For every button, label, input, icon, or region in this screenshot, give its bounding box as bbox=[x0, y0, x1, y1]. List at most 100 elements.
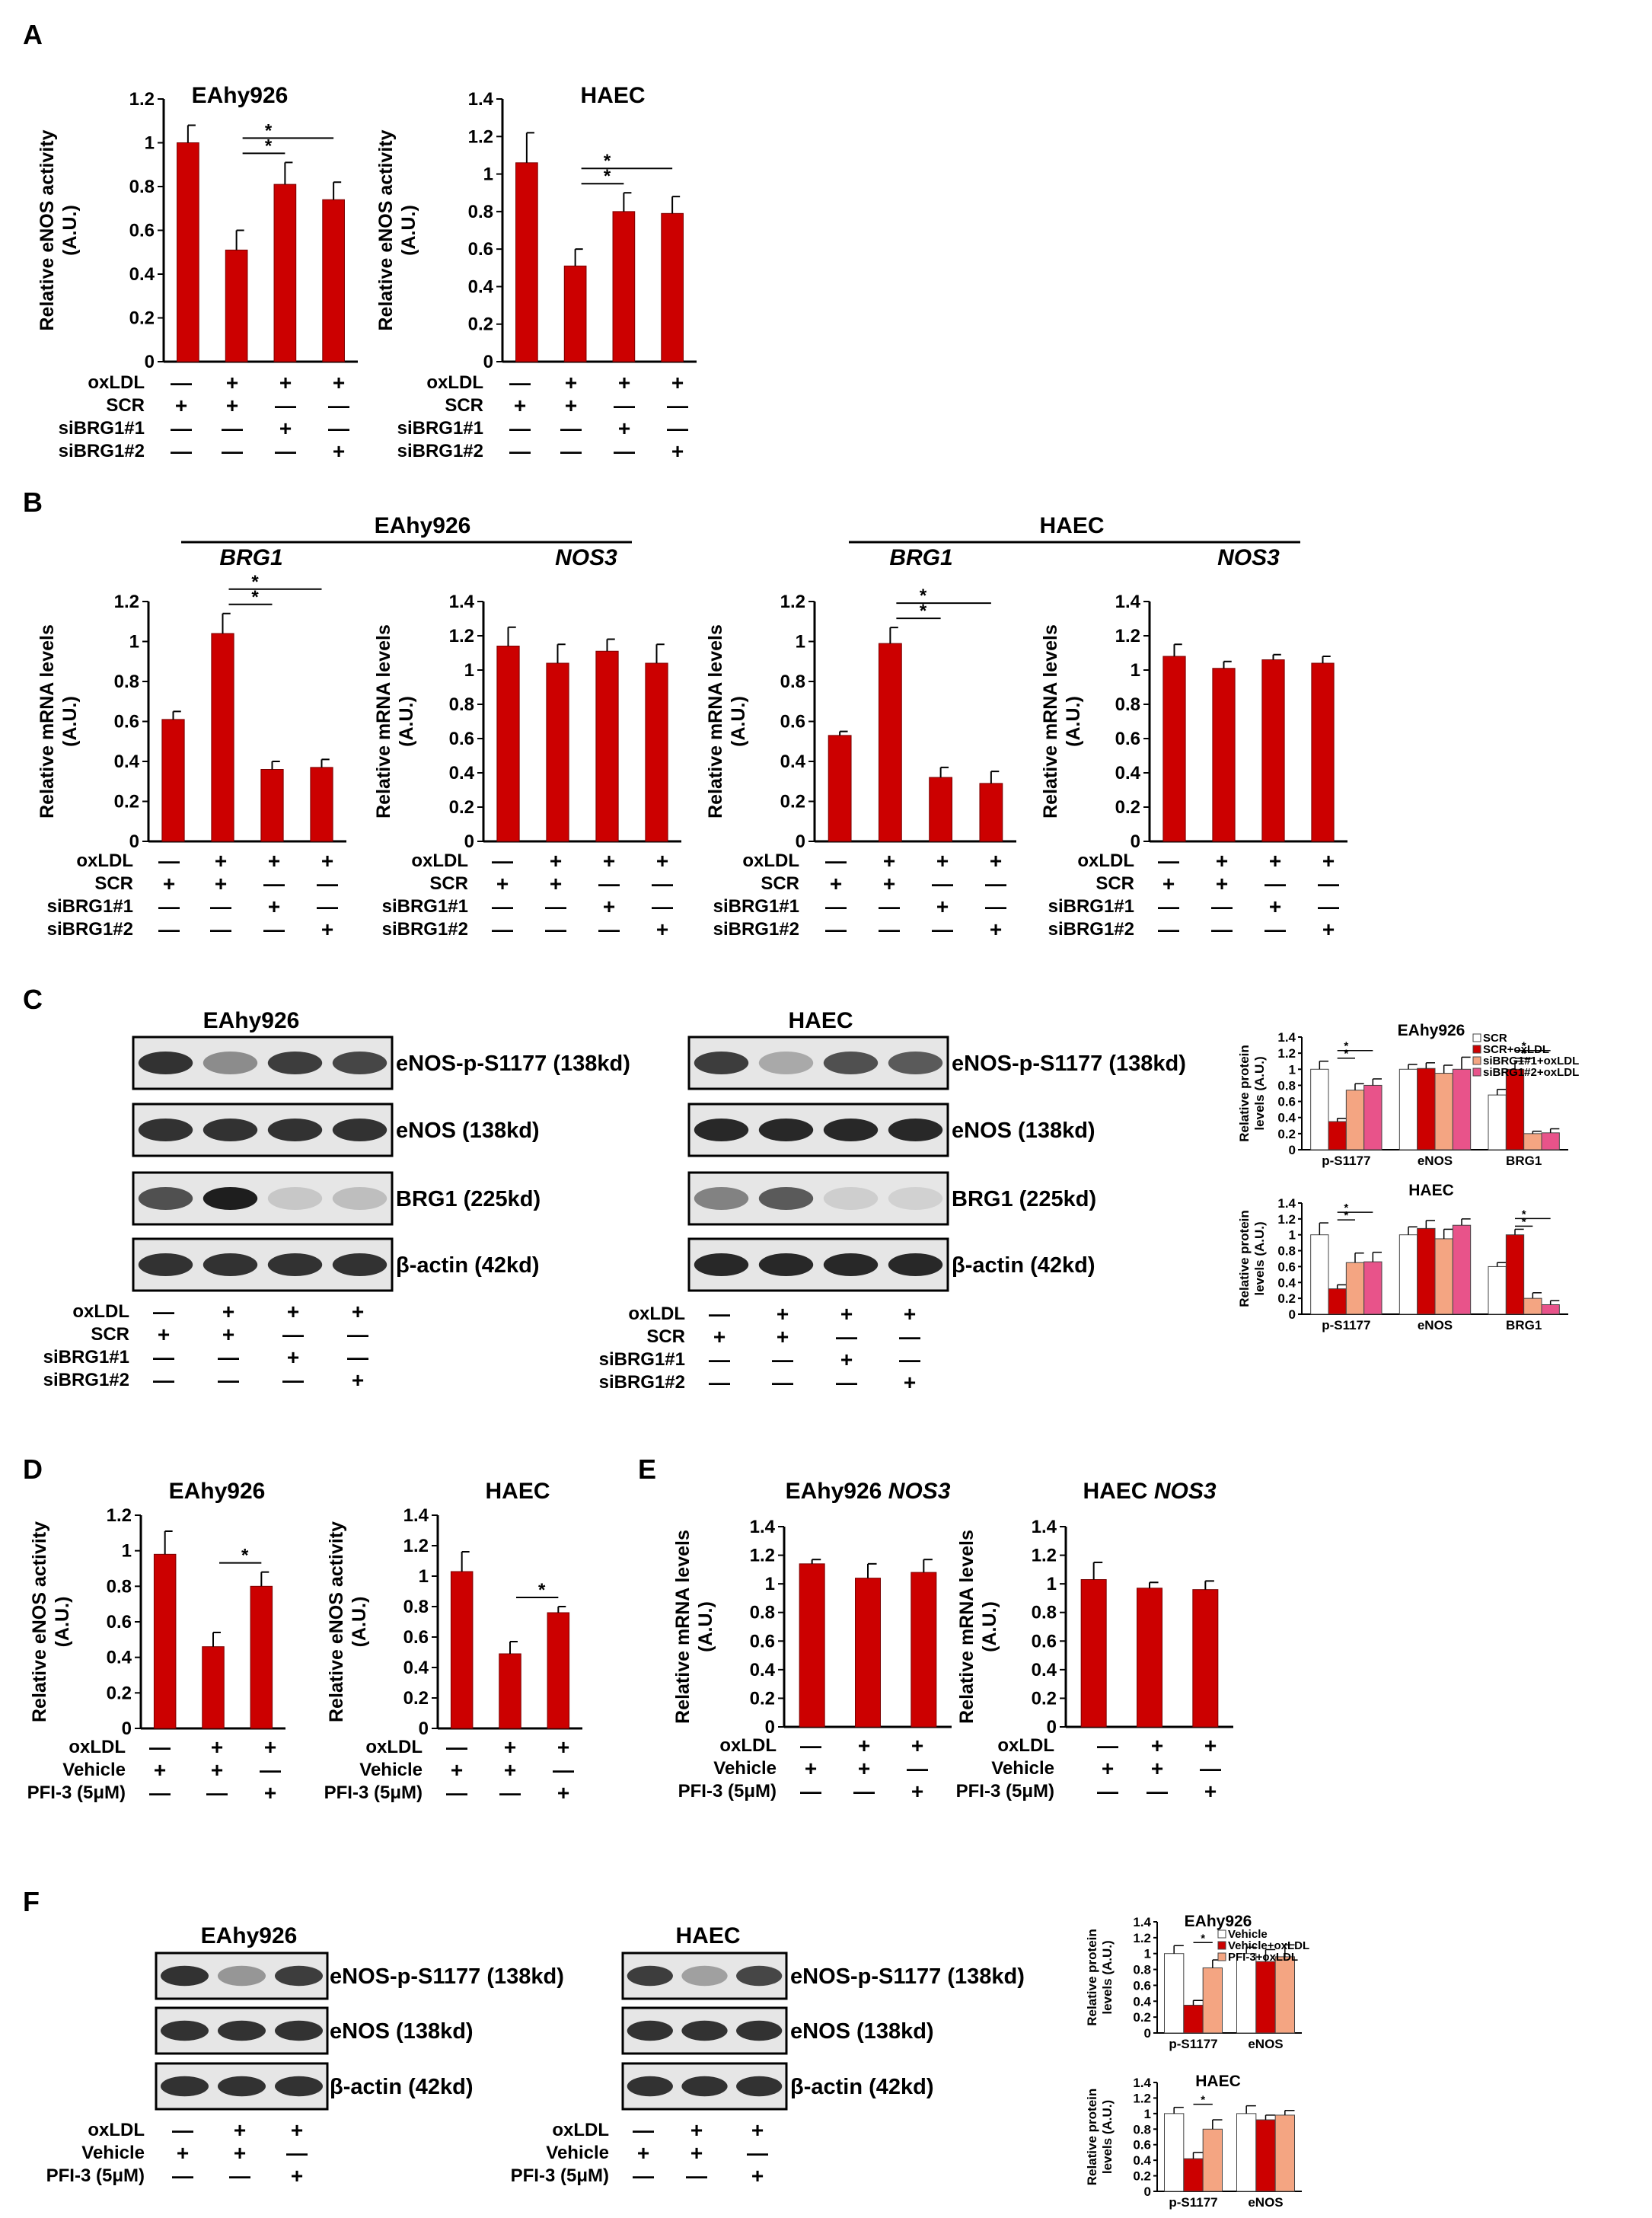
y-tick-label: 0.8 bbox=[750, 1603, 775, 1623]
condition-sign: — bbox=[347, 1323, 368, 1346]
bar bbox=[322, 199, 345, 362]
significance-star: * bbox=[1344, 1048, 1348, 1061]
panel-letter-c: C bbox=[23, 984, 43, 1015]
western-blot-f2: HAEC eNOS-p-S1177 (138kd) eNOS (138kd) β-ac… bbox=[621, 1923, 1025, 2111]
y-axis-label-line1: Relative mRNA levels bbox=[705, 624, 726, 819]
y-tick-label: 1.2 bbox=[1277, 1212, 1296, 1227]
condition-sign: — bbox=[1211, 918, 1233, 941]
legend-label: Vehicle bbox=[1228, 1928, 1268, 1941]
y-tick-label: 1 bbox=[122, 1541, 132, 1562]
condition-label: PFI-3 (5μM) bbox=[956, 1781, 1054, 1802]
condition-sign: + bbox=[911, 1779, 923, 1803]
blot-band bbox=[758, 1187, 814, 1210]
y-axis-label-line1: Relative mRNA levels bbox=[373, 624, 394, 819]
condition-sign: + bbox=[279, 416, 292, 440]
blot-band bbox=[694, 1052, 749, 1074]
condition-sign: + bbox=[215, 872, 227, 895]
condition-sign: — bbox=[171, 416, 192, 440]
western-blot-f1: EAhy926 eNOS-p-S1177 (138kd) eNOS (138kd) β… bbox=[155, 1923, 564, 2111]
bar bbox=[1523, 1133, 1542, 1150]
western-blot-c1: EAhy926 eNOS-p-S1177 (138kd) eNOS (138kd) B… bbox=[132, 1008, 630, 1292]
blot-title: HAEC bbox=[788, 1008, 853, 1033]
legend-label: SCR+oxLDL bbox=[1483, 1043, 1549, 1056]
condition-sign: — bbox=[614, 439, 635, 463]
blot-label: BRG1 (225kd) bbox=[396, 1187, 541, 1211]
significance-star: * bbox=[920, 601, 927, 621]
y-axis-label: Relative protein levels (A.U.) bbox=[1237, 1210, 1267, 1307]
condition-label: PFI-3 (5μM) bbox=[27, 1782, 126, 1803]
condition-label: Vehicle bbox=[713, 1758, 777, 1779]
condition-sign: — bbox=[328, 394, 349, 417]
y-tick-label: 1 bbox=[145, 133, 155, 154]
y-axis-label-line2: (A.U.) bbox=[979, 1601, 1000, 1652]
blot-band bbox=[736, 2076, 783, 2097]
condition-sign: — bbox=[1200, 1757, 1221, 1780]
y-tick-label: 0 bbox=[1131, 831, 1140, 852]
condition-sign: + bbox=[222, 1300, 234, 1323]
condition-sign: — bbox=[709, 1371, 730, 1394]
condition-sign: + bbox=[451, 1758, 463, 1782]
blot-label: β-actin (42kd) bbox=[952, 1253, 1095, 1278]
condition-sign: — bbox=[328, 416, 349, 440]
blot-band bbox=[218, 1965, 266, 1987]
condition-sign: — bbox=[985, 872, 1006, 895]
condition-sign: + bbox=[1102, 1757, 1114, 1780]
y-tick-label: 0.6 bbox=[750, 1631, 775, 1652]
condition-sign: + bbox=[904, 1371, 916, 1394]
condition-sign: + bbox=[234, 2118, 246, 2142]
condition-sign: — bbox=[825, 849, 847, 873]
condition-sign: + bbox=[268, 849, 280, 873]
chart-title: EAhy926 bbox=[1185, 1913, 1252, 1930]
condition-sign: + bbox=[911, 1734, 923, 1757]
y-axis-label-line1: Relative protein bbox=[1237, 1045, 1252, 1142]
x-tick-label: p-S1177 bbox=[1169, 2037, 1217, 2051]
condition-sign: — bbox=[509, 416, 531, 440]
bar bbox=[878, 643, 902, 842]
y-tick-label: 0.8 bbox=[114, 672, 139, 692]
legend-label: siBRG1#2+oxLDL bbox=[1483, 1066, 1579, 1079]
blot-band bbox=[138, 1253, 193, 1276]
condition-label: Vehicle bbox=[546, 2143, 609, 2163]
condition-sign: — bbox=[206, 1781, 228, 1805]
y-axis-label-line2: levels (A.U.) bbox=[1252, 1056, 1267, 1130]
y-tick-label: 1.4 bbox=[1115, 592, 1141, 612]
condition-sign: — bbox=[560, 416, 582, 440]
blot-label: eNOS (138kd) bbox=[396, 1119, 540, 1143]
condition-sign: + bbox=[656, 849, 668, 873]
condition-label: Vehicle bbox=[991, 1758, 1054, 1779]
condition-sign: — bbox=[633, 2118, 654, 2142]
y-tick-label: 0.2 bbox=[403, 1688, 429, 1709]
condition-label: oxLDL bbox=[1077, 850, 1134, 871]
condition-sign: — bbox=[545, 918, 566, 941]
bar bbox=[1452, 1068, 1472, 1150]
chart-title: HAEC bbox=[1408, 1182, 1454, 1199]
chart-title: HAEC bbox=[485, 1479, 550, 1504]
condition-sign: — bbox=[553, 1758, 574, 1782]
condition-sign: + bbox=[1151, 1734, 1163, 1757]
y-tick-label: 0.4 bbox=[1115, 763, 1141, 783]
bar bbox=[273, 184, 297, 362]
significance-star: * bbox=[538, 1580, 546, 1600]
legend-swatch bbox=[1472, 1056, 1481, 1065]
y-tick-label: 1.2 bbox=[1133, 1931, 1151, 1945]
bar bbox=[828, 735, 852, 842]
condition-sign: — bbox=[446, 1781, 467, 1805]
condition-sign: + bbox=[565, 394, 577, 417]
bar bbox=[1417, 1068, 1436, 1150]
significance-star: * bbox=[1344, 1040, 1348, 1053]
x-tick-label: eNOS bbox=[1248, 2195, 1283, 2210]
bar bbox=[1255, 1961, 1276, 2034]
y-tick-label: 0.8 bbox=[1115, 694, 1140, 715]
condition-sign: — bbox=[499, 1781, 521, 1805]
y-tick-label: 0.4 bbox=[114, 752, 140, 772]
condition-sign: + bbox=[603, 895, 615, 918]
condition-sign: — bbox=[153, 1368, 174, 1392]
condition-sign: + bbox=[618, 371, 630, 394]
y-tick-label: 1.4 bbox=[449, 592, 475, 612]
significance-star: * bbox=[1201, 2094, 1205, 2107]
y-axis-label: Relative protein levels (A.U.) bbox=[1085, 1929, 1115, 2026]
y-axis-label-line1: Relative eNOS activity bbox=[29, 1521, 50, 1722]
y-axis-label-line2: levels (A.U.) bbox=[1100, 2100, 1115, 2174]
blot-band bbox=[694, 1253, 749, 1276]
y-tick-label: 0.6 bbox=[468, 239, 493, 260]
